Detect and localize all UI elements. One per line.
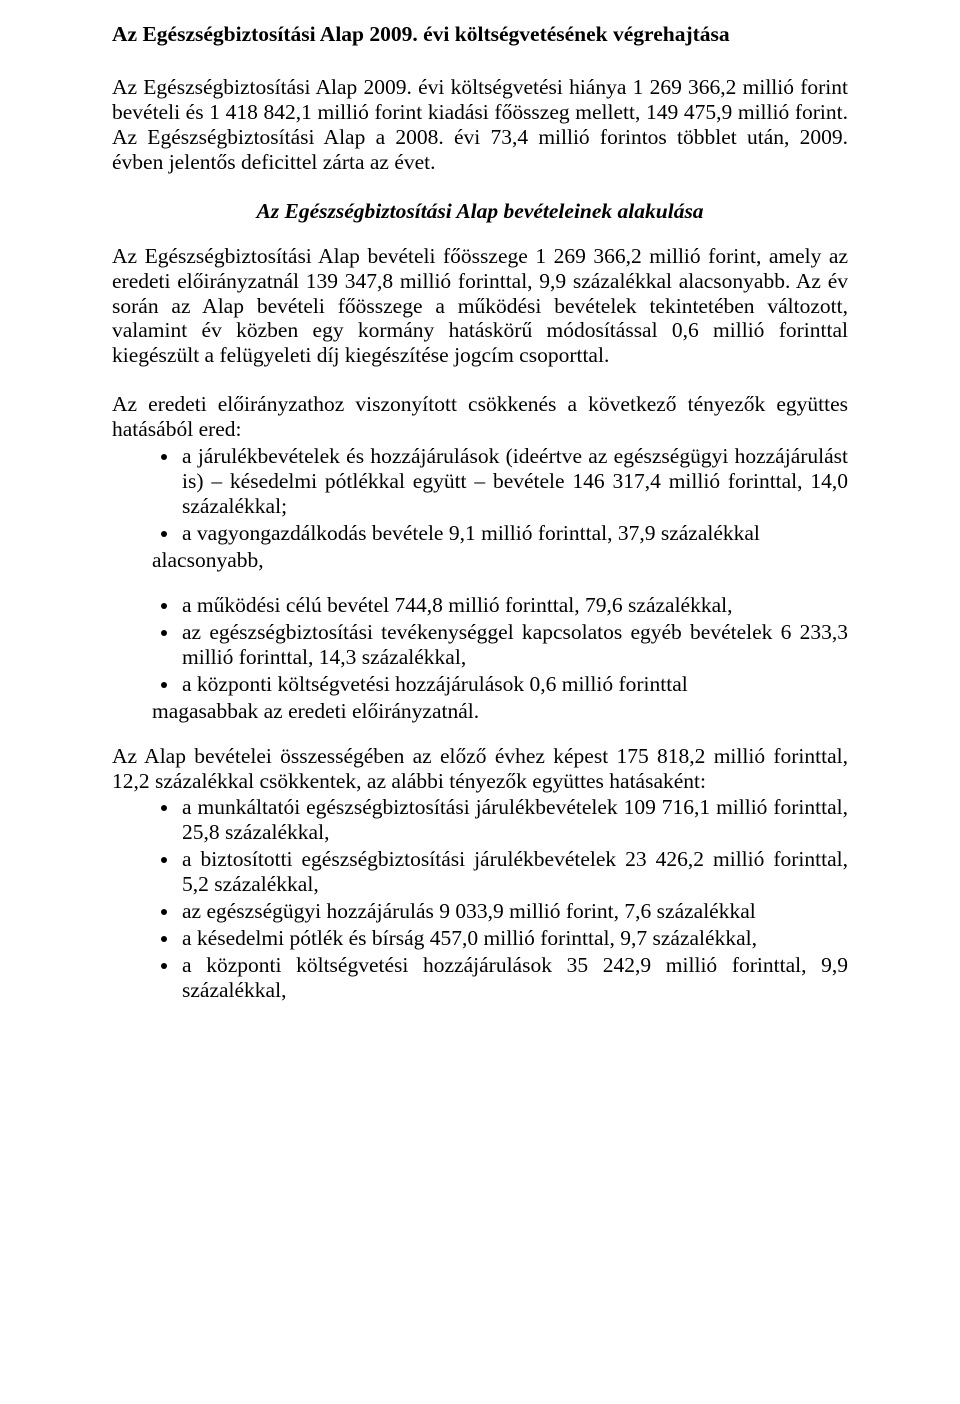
document-page: Az Egészségbiztosítási Alap 2009. évi kö… xyxy=(0,0,960,1404)
list-item: a késedelmi pótlék és bírság 457,0 milli… xyxy=(180,926,848,951)
list-item: az egészségbiztosítási tevékenységgel ka… xyxy=(180,620,848,670)
document-title: Az Egészségbiztosítási Alap 2009. évi kö… xyxy=(112,22,848,47)
trailing-text-higher: magasabbak az eredeti előirányzatnál. xyxy=(152,699,848,724)
bullet-list-decrease: a járulékbevételek és hozzájárulások (id… xyxy=(112,444,848,546)
paragraph-revenue-summary: Az Egészségbiztosítási Alap bevételi főö… xyxy=(112,244,848,369)
section-subheading: Az Egészségbiztosítási Alap bevételeinek… xyxy=(112,199,848,224)
list-item: a járulékbevételek és hozzájárulások (id… xyxy=(180,444,848,519)
list-item: a központi költségvetési hozzájárulások … xyxy=(180,953,848,1003)
trailing-text-lower: alacsonyabb, xyxy=(152,548,848,573)
list-item: a központi költségvetési hozzájárulások … xyxy=(180,672,848,697)
list-item: a biztosítotti egészségbiztosítási járul… xyxy=(180,847,848,897)
bullet-list-prev-year: a munkáltatói egészségbiztosítási járulé… xyxy=(112,795,848,1003)
list-item: az egészségügyi hozzájárulás 9 033,9 mil… xyxy=(180,899,848,924)
list-item: a működési célú bevétel 744,8 millió for… xyxy=(180,593,848,618)
bullet-list-increase: a működési célú bevétel 744,8 millió for… xyxy=(112,593,848,697)
intro-paragraph: Az Egészségbiztosítási Alap 2009. évi kö… xyxy=(112,75,848,175)
list-item: a vagyongazdálkodás bevétele 9,1 millió … xyxy=(180,521,848,546)
lead-prev-year-compare: Az Alap bevételei összességében az előző… xyxy=(112,744,848,794)
lead-decrease-factors: Az eredeti előirányzathoz viszonyított c… xyxy=(112,392,848,442)
list-item: a munkáltatói egészségbiztosítási járulé… xyxy=(180,795,848,845)
